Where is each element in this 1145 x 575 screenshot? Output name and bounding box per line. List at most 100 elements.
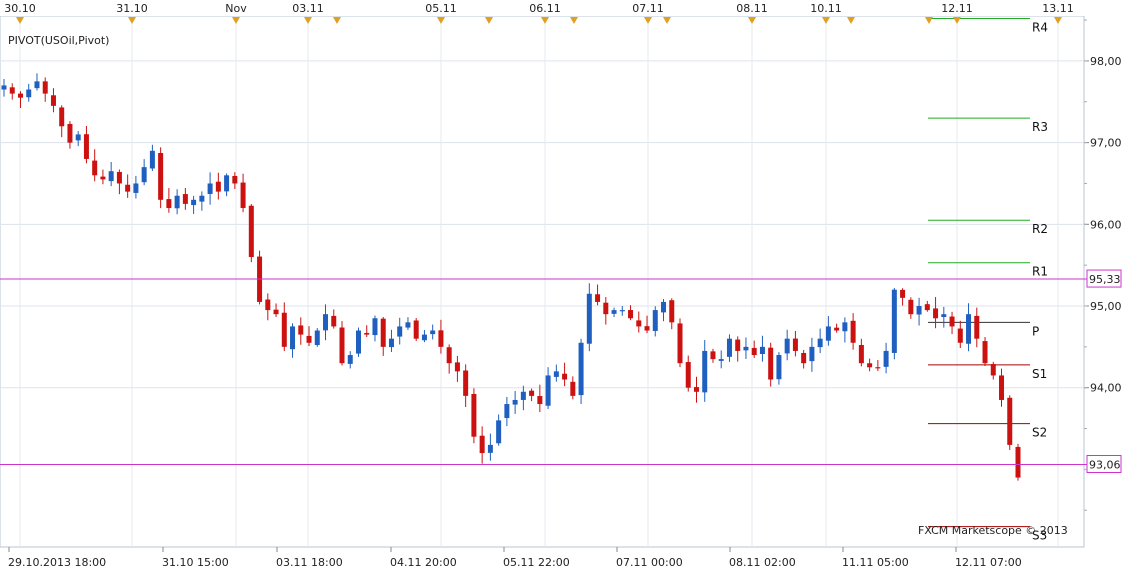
- date-marker-icon: [437, 17, 445, 24]
- date-marker-icon: [304, 17, 312, 24]
- candle-body: [768, 347, 774, 380]
- top-date-label: Nov: [225, 2, 247, 15]
- candle-body: [125, 184, 131, 192]
- candle-body: [141, 167, 147, 183]
- y-tick-label: 98,00: [1090, 55, 1122, 68]
- top-date-label: 10.11: [810, 2, 842, 15]
- candle-body: [570, 381, 576, 396]
- candle-body: [834, 327, 840, 331]
- candle-body: [133, 183, 139, 193]
- candle-body: [545, 375, 551, 406]
- pivot-level-label: S1: [1032, 367, 1047, 381]
- candle-body: [735, 339, 741, 351]
- candle-body: [710, 351, 716, 360]
- candle-body: [512, 399, 518, 405]
- candle-body: [149, 150, 155, 169]
- candle-body: [809, 346, 815, 362]
- candle-body: [1015, 446, 1021, 478]
- top-axis-band: [0, 0, 1145, 16]
- bottom-time-label: 12.11 07:00: [955, 556, 1022, 569]
- y-tick-label: 96,00: [1090, 218, 1122, 231]
- candle-body: [248, 205, 254, 257]
- candle-body: [562, 373, 568, 380]
- candle-body: [174, 195, 180, 209]
- candle-body: [17, 93, 23, 98]
- candle-body: [974, 315, 980, 339]
- candle-body: [669, 300, 675, 323]
- date-marker-icon: [663, 17, 671, 24]
- candle-body: [405, 322, 411, 328]
- candle-body: [413, 320, 419, 339]
- candle-body: [331, 315, 337, 327]
- candle-body: [801, 352, 807, 364]
- candle-body: [949, 316, 955, 327]
- price-line-tag: [1086, 454, 1122, 473]
- price-lines: 95,33 93,06: [0, 269, 1122, 473]
- candle-body: [537, 396, 543, 405]
- top-date-label: 13.11: [1042, 2, 1074, 15]
- candle-body: [273, 309, 279, 315]
- candle-body: [290, 326, 296, 350]
- pivot-level-label: S3: [1032, 529, 1047, 543]
- bottom-time-label: 05.11 22:00: [503, 556, 570, 569]
- candle-body: [933, 308, 939, 319]
- candle-body: [372, 318, 378, 336]
- candle-body: [438, 330, 444, 347]
- y-tick-label: 95,00: [1090, 300, 1122, 313]
- candle-body: [586, 293, 592, 344]
- candle-body: [891, 289, 897, 353]
- candle-body: [850, 320, 856, 343]
- candle-body: [966, 314, 972, 344]
- candle-body: [215, 181, 221, 192]
- top-date-label: 08.11: [736, 2, 768, 15]
- date-marker-icon: [822, 17, 830, 24]
- candle-body: [603, 302, 609, 315]
- candle-body: [83, 134, 89, 159]
- price-line-label: 93,06: [1089, 458, 1121, 471]
- price-line-tag: [1086, 269, 1122, 288]
- candle-body: [430, 330, 436, 335]
- candle-body: [108, 171, 114, 182]
- candle-body: [636, 320, 642, 327]
- candle-body: [306, 335, 312, 343]
- candle-body: [842, 322, 848, 332]
- candle-body: [50, 95, 56, 106]
- candle-body: [397, 326, 403, 337]
- candle-body: [900, 289, 906, 298]
- top-date-label: 06.11: [529, 2, 561, 15]
- candle-body: [116, 171, 122, 184]
- candle-body: [611, 310, 617, 314]
- candle-body: [595, 294, 601, 302]
- candle-body: [182, 194, 188, 204]
- candle-body: [224, 175, 230, 192]
- candle-body: [693, 387, 699, 392]
- candle-body: [347, 355, 353, 364]
- date-marker-icon: [485, 17, 493, 24]
- candle-body: [520, 391, 526, 400]
- date-marker-icon: [333, 17, 341, 24]
- bottom-time-label: 07.11 00:00: [616, 556, 683, 569]
- candle-body: [471, 393, 477, 437]
- candle-body: [916, 306, 922, 315]
- candlestick-series: [1, 73, 1021, 481]
- top-date-label: 12.11: [941, 2, 973, 15]
- candle-body: [100, 176, 106, 180]
- candle-body: [677, 323, 683, 364]
- pivot-level-label: R1: [1032, 265, 1048, 279]
- pivot-level-label: R2: [1032, 222, 1048, 236]
- candle-body: [759, 346, 765, 354]
- candle-body: [298, 325, 304, 335]
- candle-body: [982, 341, 988, 364]
- bottom-time-label: 11.11 05:00: [842, 556, 909, 569]
- candle-body: [75, 134, 81, 141]
- date-marker-icon: [1054, 17, 1062, 24]
- candle-body: [42, 81, 48, 94]
- date-marker-icon: [16, 17, 24, 24]
- candle-body: [883, 350, 889, 367]
- candle-body: [496, 420, 502, 444]
- date-marker-icon: [953, 17, 961, 24]
- candle-body: [1, 85, 7, 90]
- indicator-label: PIVOT(USOil,Pivot): [8, 34, 109, 47]
- pivot-level-label: R4: [1032, 20, 1048, 34]
- candle-body: [718, 359, 724, 361]
